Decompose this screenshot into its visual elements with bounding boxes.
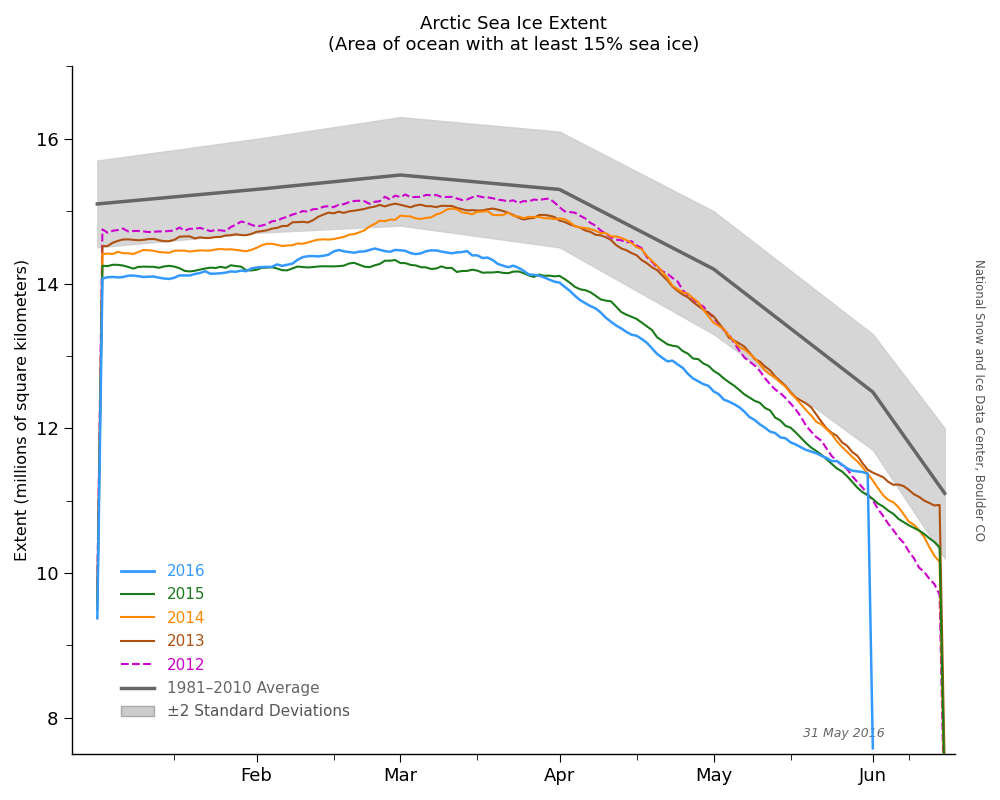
Text: 31 May 2016: 31 May 2016 <box>803 727 884 740</box>
Y-axis label: Extent (millions of square kilometers): Extent (millions of square kilometers) <box>15 259 30 561</box>
Title: Arctic Sea Ice Extent
(Area of ocean with at least 15% sea ice): Arctic Sea Ice Extent (Area of ocean wit… <box>328 15 699 54</box>
Legend: 2016, 2015, 2014, 2013, 2012, 1981–2010 Average, ±2 Standard Deviations: 2016, 2015, 2014, 2013, 2012, 1981–2010 … <box>115 558 356 726</box>
Text: National Snow and Ice Data Center, Boulder CO: National Snow and Ice Data Center, Bould… <box>972 259 985 541</box>
